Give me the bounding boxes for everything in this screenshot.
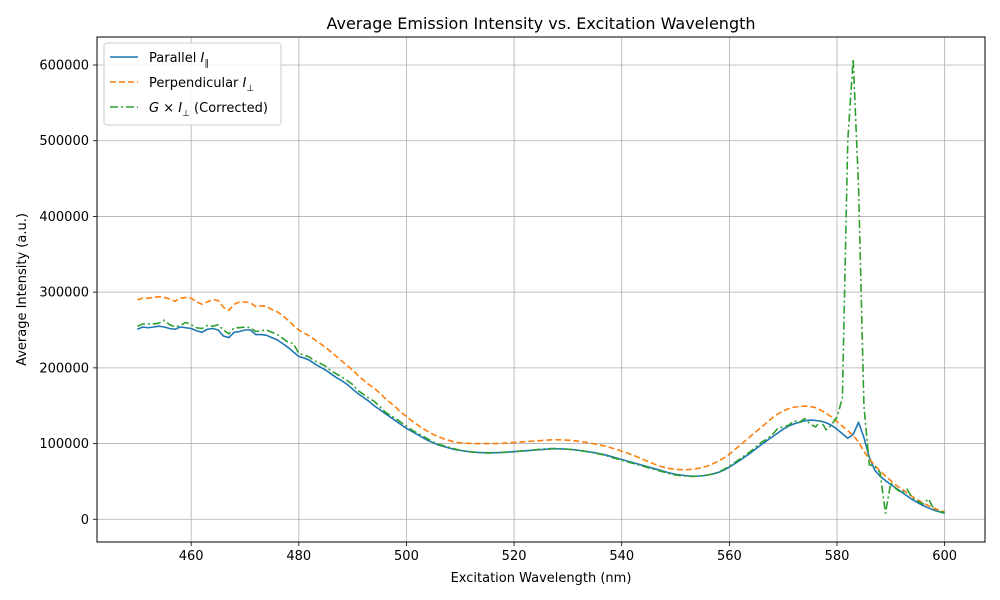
y-tick-label: 300000 [39, 286, 89, 301]
y-axis-label: Average Intensity (a.u.) [15, 213, 30, 366]
legend-label-text: Parallel [149, 51, 201, 66]
y-axis: 0 100000 200000 300000 400000 500000 600000 [39, 59, 97, 528]
x-tick-label: 580 [825, 549, 850, 564]
legend-label-symbol: G × I [149, 101, 182, 116]
series-group [137, 58, 945, 515]
legend-label-text: Perpendicular [149, 76, 243, 91]
legend: Parallel I∥Perpendicular I⊥G × I⊥ (Corre… [103, 42, 282, 126]
legend-label-subscript: ∥ [204, 59, 209, 69]
x-tick-label: 600 [932, 549, 957, 564]
legend-box [103, 42, 282, 126]
plot-area [96, 36, 986, 543]
series-line-2 [137, 58, 945, 515]
y-tick-label: 600000 [39, 59, 89, 74]
y-tick-label: 0 [81, 513, 89, 528]
y-tick-label: 100000 [39, 437, 89, 452]
x-tick-label: 540 [609, 549, 634, 564]
grid [97, 37, 985, 542]
legend-label: Perpendicular I⊥ [149, 76, 254, 94]
legend-label-subscript: ⊥ [246, 84, 254, 94]
legend-label: G × I⊥ (Corrected) [149, 101, 268, 119]
legend-label-subscript: ⊥ [182, 109, 190, 119]
legend-label-suffix: (Corrected) [190, 101, 268, 116]
legend-label-symbol: I [201, 51, 205, 66]
chart-title: Average Emission Intensity vs. Excitatio… [326, 14, 755, 33]
series-line-1 [137, 295, 945, 513]
legend-label-symbol: I [243, 76, 247, 91]
series-line-0 [137, 325, 945, 515]
x-tick-label: 560 [717, 549, 742, 564]
x-tick-label: 500 [394, 549, 419, 564]
x-tick-label: 460 [179, 549, 204, 564]
x-tick-label: 480 [286, 549, 311, 564]
x-tick-label: 520 [502, 549, 527, 564]
y-tick-label: 400000 [39, 210, 89, 225]
x-axis-label: Excitation Wavelength (nm) [451, 571, 632, 586]
y-tick-label: 200000 [39, 361, 89, 376]
y-tick-label: 500000 [39, 134, 89, 149]
x-axis: 460 480 500 520 540 560 580 600 [179, 542, 957, 564]
legend-label: Parallel I∥ [149, 51, 209, 69]
